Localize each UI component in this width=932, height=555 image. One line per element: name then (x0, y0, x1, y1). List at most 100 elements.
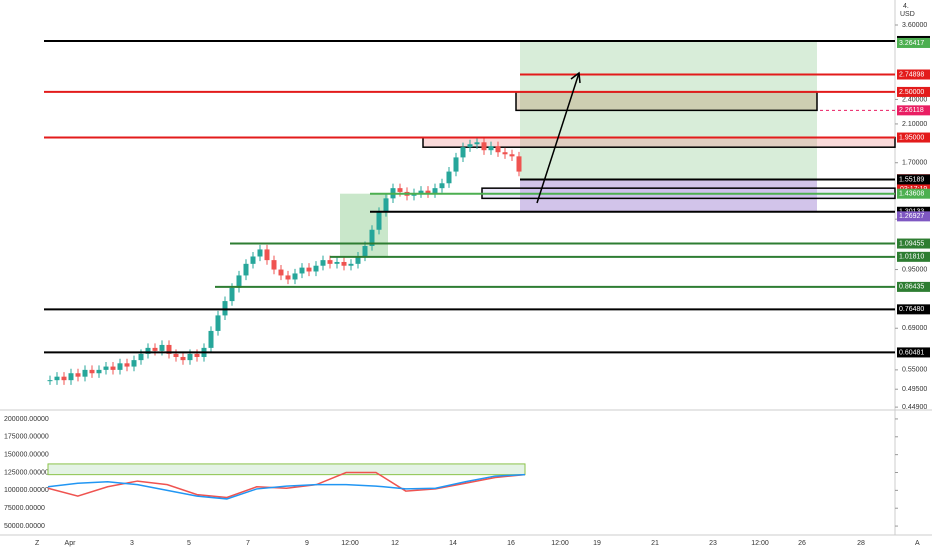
candle (152, 347, 158, 351)
candle (75, 373, 81, 377)
candle (187, 353, 193, 361)
price-label: 2.50000 (899, 89, 924, 96)
price-label: 1.09455 (899, 240, 924, 247)
candle (103, 366, 109, 370)
indicator-tick-label: 100000.00000 (4, 487, 49, 494)
candle (467, 144, 473, 148)
zone (422, 136, 896, 148)
candle (495, 146, 501, 153)
price-label-bg (897, 132, 930, 143)
candle (278, 269, 284, 276)
price-tick-label: 1.70000 (902, 160, 927, 167)
price-label: 2.26118 (899, 107, 924, 114)
time-label: 21 (651, 540, 659, 547)
candle (425, 190, 431, 194)
candle (299, 267, 305, 274)
price-label-bg (897, 304, 930, 315)
candle (117, 363, 123, 370)
price-tick-label: 0.44900 (902, 404, 927, 411)
candle (481, 142, 487, 151)
time-label: 23 (709, 540, 717, 547)
price-label: 1.01810 (899, 254, 924, 261)
candle (82, 369, 88, 377)
candle (502, 152, 508, 155)
candle (138, 353, 144, 361)
time-label: 28 (857, 540, 865, 547)
candle (369, 229, 375, 246)
price-label: 1.55189 (899, 176, 924, 183)
time-label: 12:00 (341, 540, 359, 547)
time-label: 12 (391, 540, 399, 547)
candle (257, 249, 263, 257)
candle (453, 157, 459, 172)
candle (397, 188, 403, 192)
candle (306, 267, 312, 272)
candle (509, 154, 515, 157)
candle (47, 380, 53, 382)
candle (124, 363, 130, 367)
candle (236, 275, 242, 288)
candle (418, 190, 424, 194)
candle (334, 261, 340, 264)
indicator-tick-label: 75000.00000 (4, 505, 45, 512)
price-label: 2.74898 (899, 71, 924, 78)
candle (474, 142, 480, 145)
indicator-tick-label: 125000.00000 (4, 469, 49, 476)
candle (446, 171, 452, 184)
candle (292, 273, 298, 280)
price-tick-label: 0.49500 (902, 386, 927, 393)
candle (243, 263, 249, 276)
price-label-bg (897, 238, 930, 249)
price-label-bg (897, 69, 930, 80)
candle (173, 353, 179, 357)
candle (215, 315, 221, 331)
candle (516, 156, 522, 172)
price-label-bg (897, 174, 930, 185)
candle (460, 147, 466, 158)
candle (348, 263, 354, 266)
time-label: 5 (187, 540, 191, 547)
price-label-bg (897, 188, 930, 199)
candle (376, 211, 382, 230)
time-label: 14 (449, 540, 457, 547)
indicator-tick-label: 200000.00000 (4, 416, 49, 423)
price-label-bg (897, 86, 930, 97)
candle (439, 183, 445, 189)
candle (131, 360, 137, 367)
time-label: 16 (507, 540, 515, 547)
toolbar-left[interactable]: Z (35, 540, 40, 547)
candle (229, 287, 235, 302)
candle (145, 347, 151, 354)
indicator-line (47, 473, 526, 500)
price-label-bg (897, 251, 930, 262)
price-label: 1.43608 (899, 191, 924, 198)
candle (68, 373, 74, 381)
candle (110, 366, 116, 370)
candle (341, 261, 347, 266)
price-tick-label: 2.10000 (902, 121, 927, 128)
price-label: 0.60481 (899, 349, 924, 356)
candle (89, 369, 95, 374)
candle (166, 344, 172, 354)
time-label: Apr (65, 540, 77, 547)
candle (194, 353, 200, 357)
currency: USD (900, 11, 915, 18)
price-label-bg (897, 105, 930, 116)
candle (54, 376, 60, 381)
price-tick-label: 2.40000 (902, 96, 927, 103)
time-label: 19 (593, 540, 601, 547)
price-label-bg (897, 211, 930, 222)
candle (208, 330, 214, 348)
candle (180, 356, 186, 361)
price-tick-label: 0.55000 (902, 367, 927, 374)
time-label: 7 (246, 540, 250, 547)
candle (320, 260, 326, 266)
candle (271, 260, 277, 270)
toolbar-right[interactable]: A (915, 540, 920, 547)
candle (313, 265, 319, 272)
price-label: 0.76480 (899, 306, 924, 313)
candle (159, 344, 165, 351)
arrow-head (570, 71, 581, 84)
candle (250, 256, 256, 264)
